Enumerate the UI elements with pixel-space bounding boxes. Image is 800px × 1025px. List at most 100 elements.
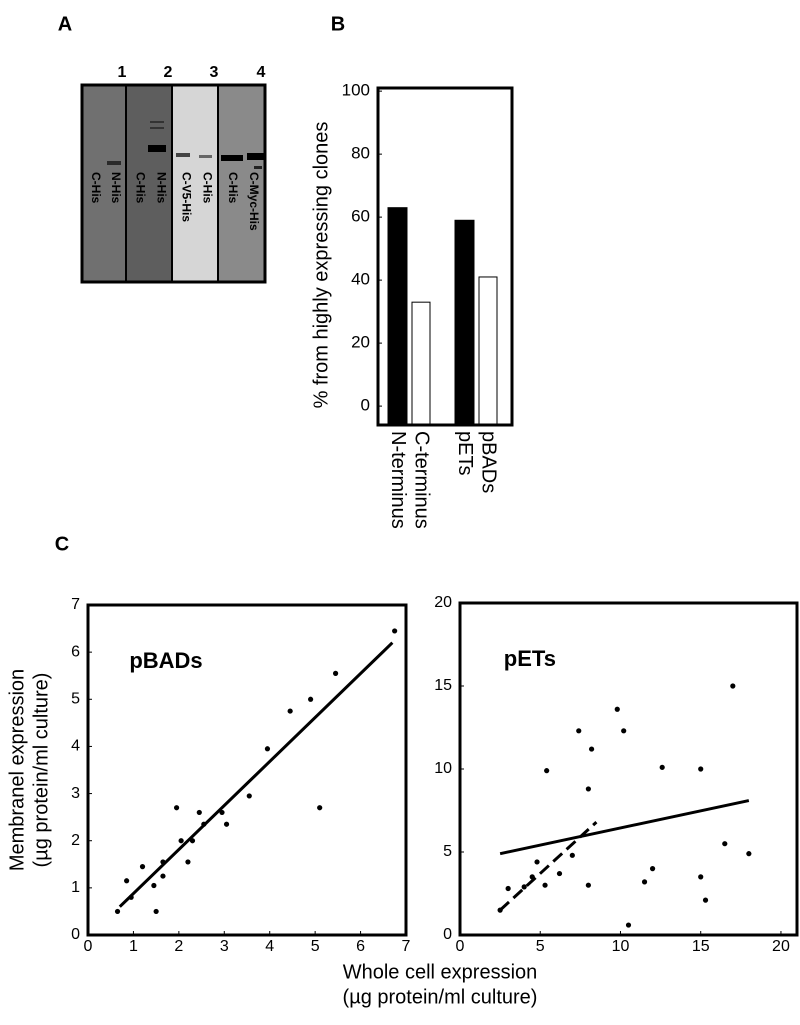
gel-image <box>80 83 267 284</box>
x-axis-label: (µg protein/ml culture) <box>343 986 538 1008</box>
data-point <box>702 897 709 903</box>
y-tick-label: 5 <box>71 691 80 708</box>
data-point <box>287 708 293 714</box>
x-tick-label: 4 <box>265 938 274 955</box>
lane-label: N-His <box>154 172 168 204</box>
y-axis-label: (µg protein/ml culture) <box>30 673 52 868</box>
plot-frame <box>458 601 799 937</box>
data-point <box>332 670 339 676</box>
panel-label: C <box>55 533 69 555</box>
bar <box>454 219 475 426</box>
data-point <box>588 746 595 752</box>
x-tick-label: 3 <box>220 938 229 955</box>
y-tick-label: 1 <box>71 879 80 896</box>
data-point <box>160 873 166 879</box>
y-tick-label: 7 <box>71 596 80 613</box>
lane-number: 1 <box>118 64 127 81</box>
x-tick-label: N-terminus <box>387 431 409 529</box>
lane-number: 3 <box>210 64 219 81</box>
y-axis-label: % from highly expressing clones <box>310 122 332 409</box>
plot-frame <box>86 603 408 937</box>
data-point <box>649 866 656 872</box>
y-tick-label: 4 <box>71 738 80 755</box>
y-axis-label: Membranel expression <box>6 669 28 871</box>
lane-label: C-Myc-His <box>247 172 261 231</box>
data-point <box>196 809 202 816</box>
panel-label: B <box>331 13 345 35</box>
x-tick-label: pETs <box>454 431 476 475</box>
data-point <box>576 728 582 734</box>
x-tick-label: 0 <box>456 938 465 955</box>
data-point <box>505 885 511 892</box>
data-point <box>139 864 146 870</box>
lane-label: C-His <box>134 172 148 204</box>
x-tick-label: 5 <box>311 938 320 955</box>
data-point <box>114 908 121 915</box>
x-tick-label: 15 <box>692 938 710 955</box>
data-point <box>659 764 665 770</box>
y-tick-label: 80 <box>351 144 370 163</box>
x-tick-label: C-terminus <box>411 431 433 529</box>
y-tick-label: 60 <box>351 207 370 226</box>
data-point <box>264 746 271 752</box>
y-tick-label: 5 <box>443 843 452 860</box>
data-point <box>614 706 620 712</box>
data-point <box>621 728 627 734</box>
x-tick-label: 6 <box>356 938 365 955</box>
panel-label: A <box>58 13 72 35</box>
data-point <box>246 793 252 799</box>
data-point <box>698 766 704 772</box>
data-point <box>544 768 550 774</box>
annotation: pETs <box>504 646 556 671</box>
bar <box>478 276 498 426</box>
data-point <box>151 882 157 889</box>
lane-label: C-His <box>200 172 214 204</box>
data-point <box>722 841 728 847</box>
data-point <box>317 805 323 811</box>
data-point <box>173 805 180 811</box>
data-point <box>746 851 752 857</box>
data-point <box>556 870 563 877</box>
y-tick-label: 100 <box>342 81 370 100</box>
data-point <box>223 821 230 827</box>
data-point <box>585 882 591 888</box>
data-point <box>534 859 540 865</box>
lane-label: C-His <box>89 172 103 204</box>
data-point <box>569 852 575 858</box>
lane-label: N-His <box>109 172 123 204</box>
lane-label: C-V5-His <box>180 172 194 222</box>
lane-number: 4 <box>257 64 266 81</box>
y-tick-label: 0 <box>361 396 370 415</box>
data-point <box>641 879 648 885</box>
x-tick-label: 5 <box>536 938 545 955</box>
x-tick-label: pBADs <box>478 431 500 493</box>
data-point <box>521 884 527 890</box>
data-point <box>585 786 591 792</box>
fit-line <box>118 641 394 908</box>
y-tick-label: 0 <box>71 926 80 943</box>
y-tick-label: 15 <box>434 677 452 694</box>
data-point <box>219 809 225 816</box>
y-tick-label: 10 <box>434 760 452 777</box>
x-axis-label: Whole cell expression <box>343 961 538 983</box>
x-tick-label: 0 <box>84 938 93 955</box>
y-tick-label: 0 <box>443 926 452 943</box>
bar <box>411 301 431 426</box>
y-tick-label: 40 <box>351 270 370 289</box>
y-tick-label: 6 <box>71 643 80 660</box>
lane-label: C-His <box>226 172 240 204</box>
data-point <box>185 859 191 865</box>
x-tick-label: 7 <box>402 938 411 955</box>
lane-number: 2 <box>164 64 173 81</box>
x-tick-label: 20 <box>772 938 790 955</box>
x-tick-label: 10 <box>612 938 630 955</box>
data-point <box>124 878 130 884</box>
data-point <box>308 696 314 702</box>
fit-line <box>499 821 598 912</box>
plot-frame <box>376 86 514 427</box>
y-tick-label: 20 <box>434 594 452 611</box>
data-point <box>698 874 704 880</box>
data-point <box>178 838 184 844</box>
bar <box>387 207 408 426</box>
